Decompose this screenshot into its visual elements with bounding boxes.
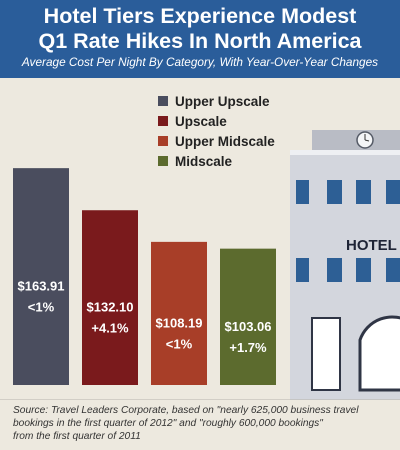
legend-swatch-upscale xyxy=(158,116,168,126)
bar-change-label-upscale: +4.1% xyxy=(91,321,129,336)
chart-subtitle: Average Cost Per Night By Category, With… xyxy=(21,55,379,69)
bar-value-label-upper-upscale: $163.91 xyxy=(18,279,65,294)
source-line-2: bookings in the first quarter of 2012" a… xyxy=(13,418,323,429)
hotel-building-illustration: HOTEL xyxy=(290,130,400,400)
legend-swatch-upper-upscale xyxy=(158,96,168,106)
bar-change-label-upper-midscale: <1% xyxy=(166,336,193,351)
chart-area: HOTEL $163.91<1% $132.10+4.1% $108.19<1%$1… xyxy=(0,130,400,400)
bar-midscale xyxy=(220,248,276,385)
source-line-3: from the first quarter of 2011 xyxy=(13,431,141,442)
bar-upper-upscale xyxy=(13,168,69,385)
legend-item-midscale: Midscale xyxy=(158,151,275,171)
bar-value-label-upscale: $132.10 xyxy=(87,300,134,315)
legend-item-upscale: Upscale xyxy=(158,111,275,131)
bar-value-label-midscale: $103.06 xyxy=(225,319,272,334)
legend-swatch-midscale xyxy=(158,156,168,166)
bar-value-label-upper-midscale: $108.19 xyxy=(156,315,203,330)
bar-upscale xyxy=(82,210,138,385)
legend-label-midscale: Midscale xyxy=(175,153,233,169)
source-line-1: Source: Travel Leaders Corporate, based … xyxy=(13,405,359,416)
legend-swatch-upper-midscale xyxy=(158,136,168,146)
bar-change-label-upper-upscale: <1% xyxy=(28,300,55,315)
title-line-1: Hotel Tiers Experience Modest xyxy=(43,4,357,28)
header-banner: Hotel Tiers Experience Modest Q1 Rate Hi… xyxy=(0,0,400,78)
legend-item-upper-midscale: Upper Midscale xyxy=(158,131,275,151)
legend-item-upper-upscale: Upper Upscale xyxy=(158,91,275,111)
title-line-2: Q1 Rate Hikes In North America xyxy=(38,29,362,53)
bars-group: $163.91 <1% $132.10 +4.1% $108.19 <1% $103.06 +… xyxy=(13,168,276,385)
legend-label-upscale: Upscale xyxy=(175,113,227,129)
bar-upper-midscale xyxy=(151,241,207,385)
chart-title: Hotel Tiers Experience Modest Q1 Rate Hi… xyxy=(0,4,400,54)
hotel-sign: HOTEL xyxy=(346,237,397,254)
legend: Upper Upscale Upscale Upper Midscale Mid… xyxy=(158,91,275,171)
bar-change-label-midscale: +1.7% xyxy=(229,340,267,355)
source-note: Source: Travel Leaders Corporate, based … xyxy=(13,404,393,443)
legend-label-upper-midscale: Upper Midscale xyxy=(175,133,275,149)
legend-label-upper-upscale: Upper Upscale xyxy=(175,93,270,109)
